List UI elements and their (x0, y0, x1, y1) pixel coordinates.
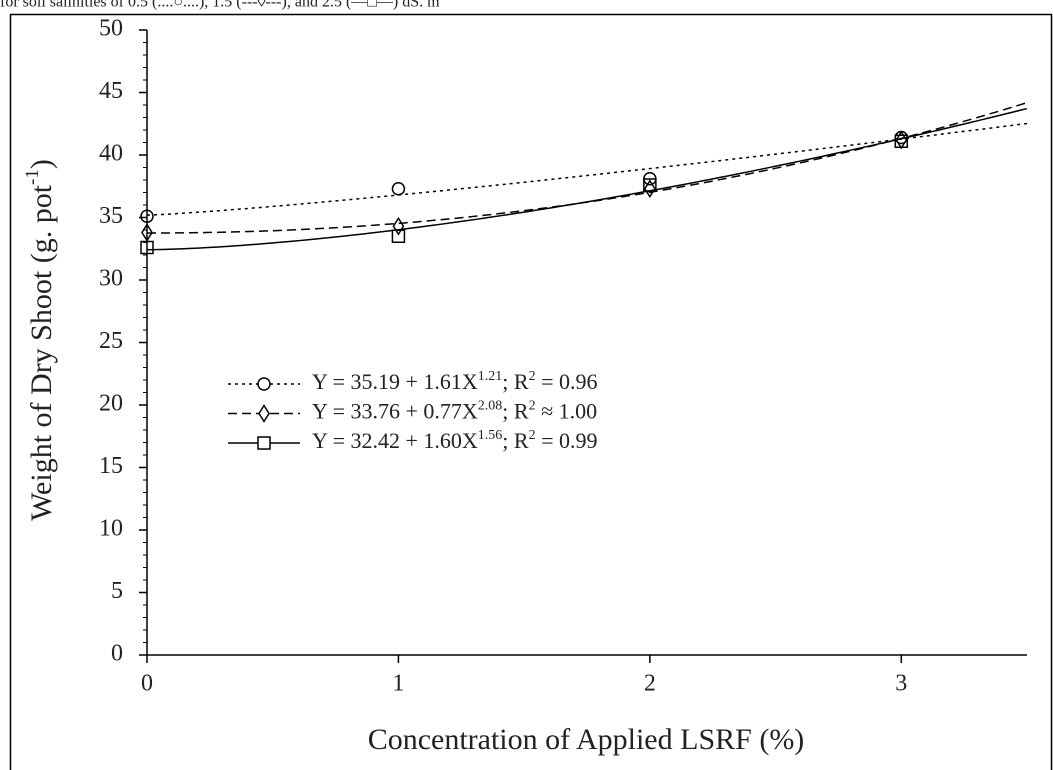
x-axis-title: Concentration of Applied LSRF (%) (368, 723, 805, 756)
legend-label-part: ; R (502, 369, 529, 394)
x-tick-label: 2 (644, 671, 656, 697)
legend-label-part: 1.21 (478, 369, 503, 384)
y-tick-label: 25 (99, 328, 123, 354)
y-tick-label: 10 (99, 516, 123, 542)
y-tick-label: 5 (111, 578, 123, 604)
legend-label-part: 2 (529, 398, 536, 413)
fit-curve (146, 101, 1028, 234)
point (392, 216, 405, 236)
y-axis-title-part: Weight of Dry Shoot (g. pot (25, 184, 58, 521)
legend-marker (258, 404, 270, 423)
caption: for soil salinities of 0.5 (....○....), … (0, 0, 440, 11)
y-axis-title: Weight of Dry Shoot (g. pot-1) (22, 159, 58, 521)
legend-label-part: ≈ 1.00 (536, 399, 598, 424)
legend-label-part: Y = 32.42 + 1.60X (312, 428, 478, 453)
point (643, 179, 656, 199)
frame (9, 13, 1053, 770)
y-tick-label: 50 (99, 16, 123, 42)
x-tick-label: 3 (895, 671, 907, 697)
y-tick-label: 30 (99, 266, 123, 292)
x-tick-label: 0 (141, 671, 153, 697)
point (141, 223, 153, 242)
point (391, 229, 406, 243)
legend-label-part: Y = 33.76 + 0.77X (312, 399, 478, 424)
legend-label-part: Y = 35.19 + 1.61X (312, 369, 478, 394)
point (140, 240, 154, 255)
legend-label-part: = 0.99 (536, 428, 598, 453)
legend-label: Y = 32.42 + 1.60X1.56; R2 = 0.99 (312, 428, 598, 453)
legend-label: Y = 33.76 + 0.77X2.08; R2 ≈ 1.00 (312, 398, 597, 423)
y-tick-label: 0 (111, 641, 123, 667)
legend-label-part: ; R (502, 428, 529, 453)
y-tick-label: 40 (99, 141, 123, 167)
legend-label: Y = 35.19 + 1.61X1.21; R2 = 0.96 (312, 369, 598, 394)
legend-label-part: ; R (502, 399, 529, 424)
y-tick-label: 35 (99, 203, 123, 229)
legend-label-part: 1.56 (478, 428, 503, 443)
point (391, 182, 406, 196)
y-axis-title-part: ) (25, 159, 58, 169)
y-tick-label: 15 (99, 453, 123, 479)
legend-label-part: = 0.96 (536, 369, 598, 394)
y-tick-label: 20 (99, 391, 123, 417)
y-axis-title-sup: -1 (22, 169, 43, 185)
x-tick-label: 1 (392, 671, 404, 697)
legend-label-part: 2 (529, 428, 536, 443)
y-tick-label: 45 (99, 78, 123, 104)
fit-curve (146, 122, 1028, 216)
legend-label-part: 2.08 (478, 398, 503, 413)
point (894, 134, 909, 148)
legend-marker (257, 436, 271, 450)
point (140, 209, 154, 223)
legend-marker (257, 377, 271, 391)
legend-label-part: 2 (529, 369, 536, 384)
point (643, 178, 657, 192)
fit-curve (146, 107, 1028, 251)
